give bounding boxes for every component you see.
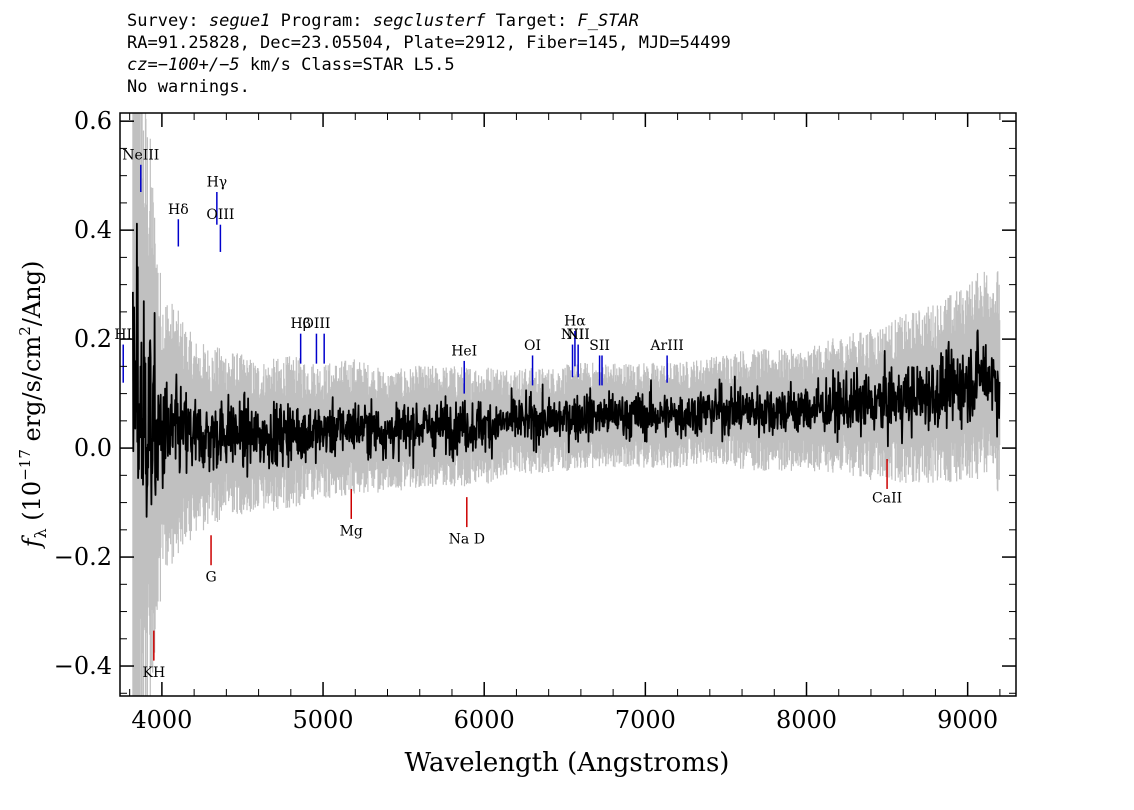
x-tick-label: 7000 (615, 706, 676, 734)
header-line-survey: Survey: segue1 Program: segclusterf Targ… (127, 10, 731, 32)
target-value: F_STAR (577, 11, 639, 31)
line-label: KH (143, 665, 166, 681)
line-label: NeIII (122, 147, 159, 163)
class-text: Class=STAR L5.5 (301, 55, 455, 75)
line-label: OIII (206, 207, 234, 223)
x-tick-label: 5000 (293, 706, 354, 734)
y-axis-label-group: fλ (10−17 erg/s/cm2/Ang) (16, 261, 50, 550)
x-tick-label: 9000 (937, 706, 998, 734)
axis-ticks: 4000 5000 6000 7000 8000 9000 −0.4 −0.2 0.0 0.2 0.… (54, 107, 1016, 734)
line-label: NII (566, 327, 589, 343)
y-tick-label: −0.4 (54, 652, 112, 680)
line-label: ArIII (649, 338, 683, 354)
line-label: Hα (564, 313, 586, 329)
line-label: OI (524, 338, 541, 354)
header-line-warnings: No warnings. (127, 77, 250, 97)
program-value: segclusterf (372, 11, 486, 31)
flux-line (132, 222, 1001, 518)
survey-value: segue1 (208, 11, 271, 31)
y-tick-label: 0.2 (74, 325, 112, 353)
line-label: SII (589, 338, 610, 354)
line-label: HeI (451, 343, 477, 359)
plot-frame (119, 112, 1017, 697)
y-tick-label: −0.2 (54, 543, 112, 571)
line-label: OIII (302, 316, 330, 332)
cz-label: cz= (127, 55, 158, 75)
x-axis-label: Wavelength (Angstroms) (405, 748, 730, 778)
flux-layer (132, 222, 1001, 518)
x-tick-label: 6000 (454, 706, 515, 734)
target-label: Target: (495, 11, 568, 31)
cz-value: −100+/−5 (157, 55, 240, 75)
spectrum-header: Survey: segue1 Program: segclusterf Targ… (127, 10, 731, 98)
line-label: Hγ (207, 175, 228, 191)
line-label: CaII (872, 491, 902, 507)
header-line-redshift: cz=−100+/−5 km/s Class=STAR L5.5 (127, 54, 731, 76)
x-tick-label: 8000 (776, 706, 837, 734)
cz-units: km/s (249, 55, 291, 75)
line-label: Na D (449, 531, 485, 547)
line-label: NII (561, 327, 584, 343)
program-label: Program: (280, 11, 363, 31)
line-label: Mg (340, 523, 363, 539)
line-label: G (205, 570, 216, 586)
y-tick-label: 0.0 (74, 434, 112, 462)
survey-label: Survey: (127, 11, 199, 31)
y-tick-label: 0.4 (74, 216, 112, 244)
line-label: HI (114, 327, 132, 343)
header-line-coordinates: RA=91.25828, Dec=23.05504, Plate=2912, F… (127, 33, 731, 53)
line-label: Hδ (168, 202, 189, 218)
x-tick-label: 4000 (131, 706, 192, 734)
y-axis-label: fλ (10−17 erg/s/cm2/Ang) (16, 261, 50, 550)
line-label: Hβ (290, 316, 310, 332)
y-tick-label: 0.6 (74, 107, 112, 135)
